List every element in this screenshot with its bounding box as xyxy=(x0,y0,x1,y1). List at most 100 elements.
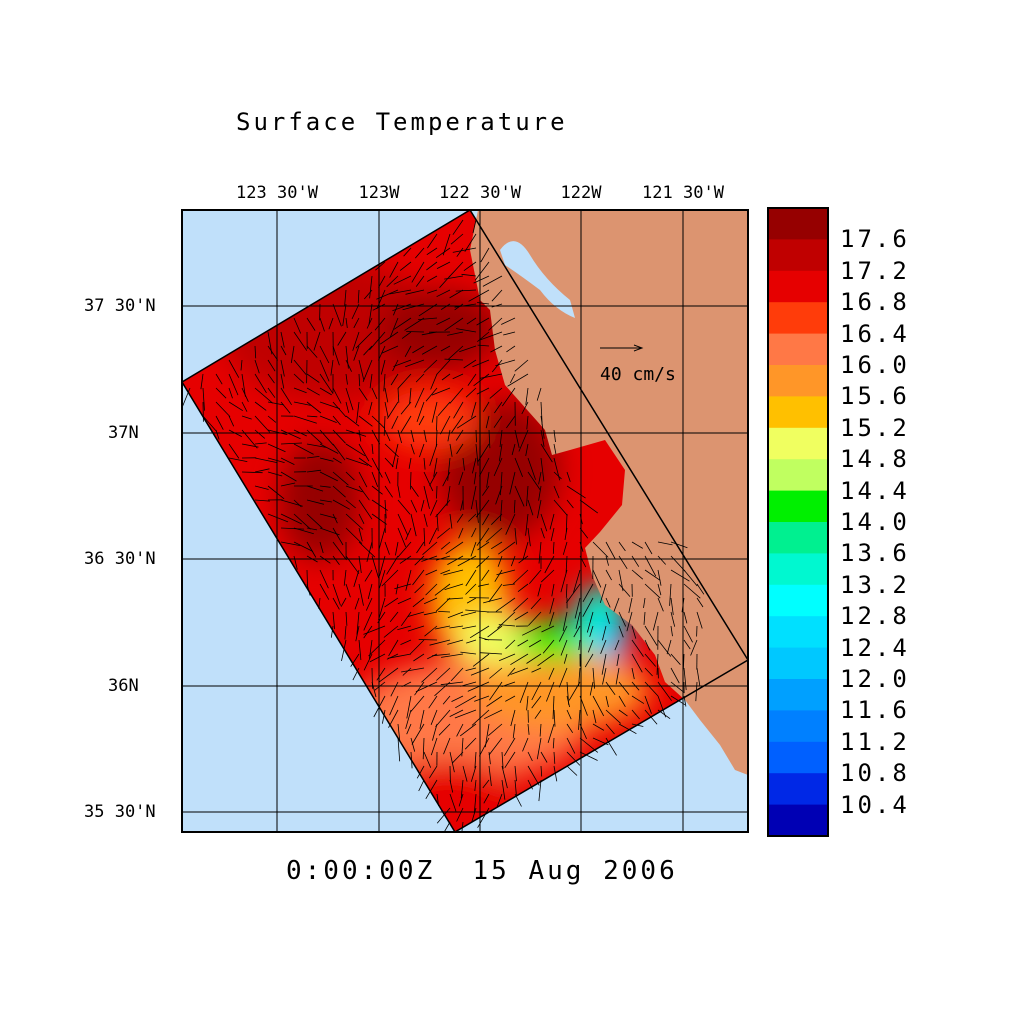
lat-label: 35 30'N xyxy=(84,802,156,822)
current-vector xyxy=(550,527,555,542)
current-vector xyxy=(319,359,330,382)
current-vector xyxy=(409,387,412,404)
current-vector xyxy=(447,457,451,481)
current-vector xyxy=(470,667,490,676)
current-vector xyxy=(412,569,425,586)
current-vector xyxy=(293,331,308,351)
current-vector xyxy=(371,499,388,511)
current-vector xyxy=(563,653,568,664)
current-vector xyxy=(365,597,373,611)
current-vector xyxy=(382,709,386,724)
current-vector xyxy=(436,485,438,499)
current-vector xyxy=(363,345,373,356)
current-vector xyxy=(254,457,278,463)
current-vector xyxy=(267,359,276,372)
lat-label: 37 30'N xyxy=(84,296,156,316)
current-vector xyxy=(345,443,366,457)
current-vector xyxy=(369,275,373,299)
current-vector xyxy=(452,247,477,253)
current-vector xyxy=(332,415,341,426)
current-vector xyxy=(602,667,607,685)
current-vector xyxy=(587,639,594,653)
current-vector xyxy=(384,471,391,484)
colorbar-swatch xyxy=(768,396,828,429)
current-vector xyxy=(332,499,350,510)
current-vector xyxy=(402,303,425,311)
current-vector xyxy=(381,569,399,587)
current-vector xyxy=(386,275,399,288)
current-vector xyxy=(436,317,451,325)
current-vector xyxy=(400,401,412,415)
current-vector xyxy=(328,317,334,330)
colorbar-label: 16.0 xyxy=(840,351,910,379)
current-vector xyxy=(280,457,295,465)
current-vector xyxy=(379,555,386,577)
current-vector xyxy=(498,443,503,462)
current-vector xyxy=(411,723,425,745)
current-vector xyxy=(525,387,529,405)
current-vector xyxy=(330,359,334,376)
current-vector xyxy=(465,387,477,398)
current-vector xyxy=(615,667,620,685)
current-vector xyxy=(525,513,529,536)
current-vector xyxy=(644,625,658,646)
current-vector xyxy=(371,443,374,455)
current-vector xyxy=(512,723,516,739)
current-vector xyxy=(482,485,490,496)
colorbar-label: 17.6 xyxy=(840,225,910,254)
current-vector xyxy=(514,457,523,477)
current-vector xyxy=(514,485,525,507)
current-vector xyxy=(389,289,412,295)
current-vector xyxy=(306,527,318,531)
current-vector xyxy=(578,639,581,651)
current-vector xyxy=(319,443,339,454)
current-vector xyxy=(358,373,361,387)
current-vector xyxy=(657,555,666,565)
current-vector xyxy=(319,415,337,423)
current-vector xyxy=(358,359,365,380)
current-vector xyxy=(513,597,529,612)
current-vector xyxy=(228,415,235,427)
current-vector xyxy=(362,359,373,382)
current-vector xyxy=(644,541,653,555)
current-vector xyxy=(519,681,529,704)
current-vector xyxy=(436,289,451,298)
current-vector xyxy=(345,317,348,328)
current-vector xyxy=(582,597,594,617)
current-vector xyxy=(429,499,438,516)
current-vector xyxy=(332,429,346,444)
current-vector xyxy=(415,681,438,693)
current-vector xyxy=(514,429,520,448)
current-vector xyxy=(510,667,529,675)
current-vector xyxy=(517,639,529,647)
current-vector xyxy=(460,651,477,655)
current-vector xyxy=(358,527,363,542)
colorbar-label: 15.6 xyxy=(840,382,910,411)
current-vector xyxy=(488,429,491,449)
current-vector xyxy=(438,723,451,736)
colorbar-swatch xyxy=(768,647,828,680)
current-vector xyxy=(383,415,386,436)
current-vector xyxy=(376,667,386,681)
current-vector xyxy=(356,401,360,424)
current-vector xyxy=(426,247,438,256)
current-vector xyxy=(267,513,289,523)
current-vector xyxy=(477,331,490,343)
current-vector xyxy=(267,429,288,435)
timestamp: 0:00:00Z 15 Aug 2006 xyxy=(286,856,678,886)
colorbar-swatch xyxy=(768,522,828,554)
current-vector xyxy=(436,807,451,824)
colorbar-label: 10.8 xyxy=(840,759,910,788)
current-vector xyxy=(549,513,555,530)
current-vector xyxy=(280,442,303,445)
current-vector xyxy=(410,429,415,443)
current-vector xyxy=(436,415,438,431)
colorbar-label: 16.4 xyxy=(840,319,910,348)
current-vector xyxy=(423,527,426,547)
current-vector xyxy=(490,541,503,550)
current-vector xyxy=(345,359,352,372)
current-vector xyxy=(367,583,373,600)
current-vector xyxy=(505,695,516,702)
current-vector xyxy=(488,737,503,756)
current-vector xyxy=(392,443,399,468)
